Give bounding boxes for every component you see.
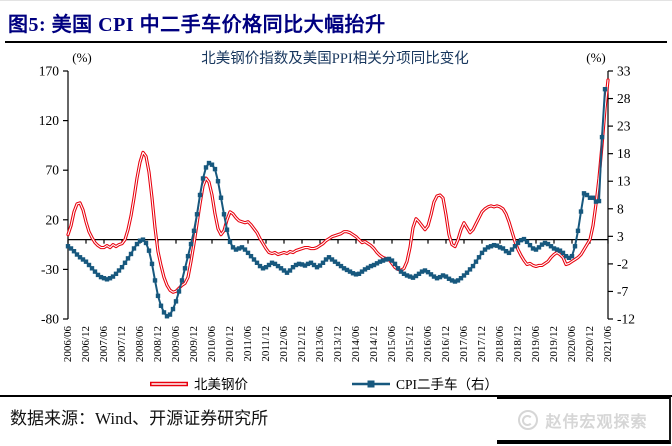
svg-text:2013/12: 2013/12 [332, 326, 344, 362]
svg-text:2018/06: 2018/06 [494, 326, 506, 363]
left-axis-tick-label: -30 [41, 262, 59, 277]
svg-text:2018/12: 2018/12 [512, 326, 524, 362]
svg-text:2021/06: 2021/06 [602, 326, 614, 363]
svg-text:2009/06: 2009/06 [170, 326, 182, 363]
left-axis-tick-label: 120 [39, 113, 60, 128]
chart-svg: (%) (%) 北美钢价指数及美国PPI相关分项同比变化 170 120 70 20 -30 -… [39, 50, 635, 391]
right-axis-tick-label: 33 [617, 64, 631, 79]
svg-text:2019/12: 2019/12 [548, 326, 560, 362]
svg-text:2008/06: 2008/06 [134, 326, 146, 363]
svg-text:2007/12: 2007/12 [116, 326, 128, 362]
svg-text:2020/06: 2020/06 [566, 326, 578, 363]
svg-text:2008/12: 2008/12 [152, 326, 164, 362]
right-axis-unit: (%) [586, 50, 606, 65]
series-cpi-used-cars [65, 86, 608, 319]
left-axis-tick-label: -80 [41, 312, 59, 327]
right-axis-tick-label: -2 [617, 256, 628, 271]
watermark: 赵伟宏观探索 [497, 396, 671, 444]
right-axis-tick-label: 23 [617, 119, 631, 134]
svg-text:2009/12: 2009/12 [188, 326, 200, 362]
watermark-label: 赵伟宏观探索 [545, 413, 648, 431]
svg-text:2015/06: 2015/06 [386, 326, 398, 363]
svg-text:2013/06: 2013/06 [314, 326, 326, 363]
right-axis-tick-label: 3 [617, 229, 624, 244]
left-axis-unit: (%) [72, 50, 92, 65]
right-axis-tick-label: -12 [617, 312, 635, 327]
right-axis-tick-label: -7 [617, 284, 628, 299]
right-axis-tick-label: 28 [617, 91, 631, 106]
legend-label-cpi: CPI二手车（右） [396, 376, 498, 391]
svg-text:2010/12: 2010/12 [224, 326, 236, 362]
svg-text:2007/06: 2007/06 [98, 326, 110, 363]
series-steel-price [66, 78, 610, 294]
svg-text:2014/06: 2014/06 [350, 326, 362, 363]
left-axis-tick-label: 170 [39, 64, 60, 79]
svg-text:2014/12: 2014/12 [368, 326, 380, 362]
chart-title: 北美钢价指数及美国PPI相关分项同比变化 [201, 50, 468, 67]
right-axis-tick-label: 8 [617, 201, 624, 216]
x-axis-labels: 2006/06 2006/12 2007/06 2007/12 2008/06 2008/… [62, 326, 614, 363]
title-underline [5, 41, 667, 43]
legend-item-cpi [352, 380, 390, 388]
svg-text:2012/12: 2012/12 [296, 326, 308, 362]
svg-text:2011/06: 2011/06 [242, 326, 254, 362]
svg-text:2011/12: 2011/12 [260, 326, 272, 362]
left-axis-tick-label: 70 [46, 163, 60, 178]
svg-text:2006/12: 2006/12 [80, 326, 92, 362]
data-source: 数据来源：Wind、开源证券研究所 [10, 409, 269, 428]
svg-text:2020/12: 2020/12 [584, 326, 596, 362]
legend-label-steel: 北美钢价 [194, 377, 248, 391]
svg-text:2019/06: 2019/06 [530, 326, 542, 363]
chart: (%) (%) 北美钢价指数及美国PPI相关分项同比变化 170 120 70 20 -30 -… [0, 46, 672, 391]
svg-text:2010/06: 2010/06 [206, 326, 218, 363]
svg-text:2012/06: 2012/06 [278, 326, 290, 363]
left-axis-tick-label: 20 [46, 212, 60, 227]
svg-text:2017/12: 2017/12 [476, 326, 488, 362]
svg-text:2016/12: 2016/12 [440, 326, 452, 362]
footer-rule [0, 395, 672, 397]
watermark-logo-icon [518, 409, 539, 430]
svg-text:2016/06: 2016/06 [422, 326, 434, 363]
right-axis-tick-label: 18 [617, 146, 631, 161]
right-axis-tick-label: 13 [617, 174, 631, 189]
svg-text:2015/12: 2015/12 [404, 326, 416, 362]
svg-text:2006/06: 2006/06 [62, 326, 74, 363]
figure-title: 图5: 美国 CPI 中二手车价格同比大幅抬升 [8, 14, 386, 36]
svg-text:2017/06: 2017/06 [458, 326, 470, 363]
axes [63, 70, 613, 320]
